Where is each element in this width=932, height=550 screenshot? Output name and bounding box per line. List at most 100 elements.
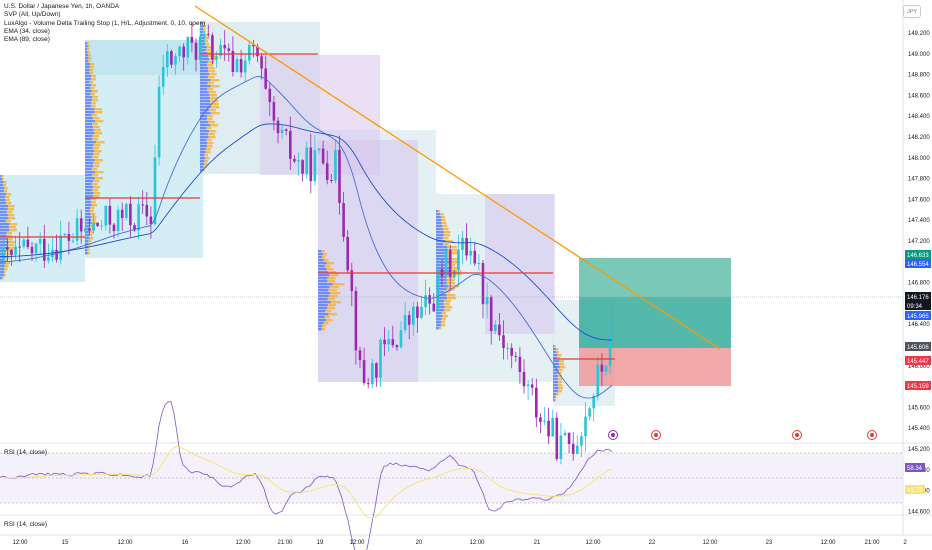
- volume-profile-bar: [444, 306, 453, 309]
- volume-profile-bar: [436, 276, 447, 279]
- luxalgo-indicator-label[interactable]: LuxAlgo - Volume Delta Trailing Stop (1,…: [4, 19, 206, 27]
- volume-profile-bar: [0, 205, 9, 208]
- volume-profile-bar: [200, 133, 209, 136]
- rsi-pane-1-title[interactable]: RSI (14, close): [4, 449, 47, 456]
- volume-profile-bar: [87, 51, 90, 54]
- volume-profile-bar: [318, 268, 327, 271]
- us-flag-icon[interactable]: [651, 430, 661, 440]
- volume-profile-bar: [206, 118, 213, 121]
- price-tick-label: 148.400: [908, 114, 930, 120]
- ema89-indicator-label[interactable]: EMA (89, close): [4, 36, 50, 44]
- svp-indicator-label[interactable]: SVP (All, Up/Down): [4, 11, 61, 19]
- candle-body: [465, 237, 468, 256]
- volume-profile-bar: [200, 169, 203, 172]
- volume-profile-bar: [85, 69, 90, 72]
- rsi-pane-2-title[interactable]: RSI (14, close): [4, 521, 47, 528]
- volume-profile-bar: [5, 199, 11, 202]
- candle-body: [346, 236, 349, 271]
- volume-profile-bar: [85, 213, 91, 216]
- volume-profile-bar: [323, 253, 328, 256]
- currency-badge[interactable]: JPY: [903, 5, 921, 18]
- volume-profile-bar: [318, 295, 329, 298]
- rsi-value-text: 41.73: [907, 488, 923, 494]
- volume-profile-bar: [4, 265, 9, 268]
- volume-profile-bar: [200, 163, 205, 166]
- volume-profile-bar: [85, 129, 94, 132]
- volume-profile-bar: [0, 196, 6, 199]
- volume-profile-bar: [3, 184, 7, 187]
- volume-profile-bar: [318, 256, 323, 259]
- alert-icon[interactable]: [792, 430, 802, 440]
- overlay-layer: [0, 5, 903, 550]
- volume-profile-bar: [5, 262, 11, 265]
- volume-profile-bar: [209, 97, 218, 100]
- candle-body: [366, 382, 370, 385]
- candle-body: [551, 417, 554, 437]
- volume-profile-bar: [327, 280, 336, 283]
- candle-body: [22, 239, 26, 247]
- time-tick-label: 15: [62, 540, 69, 546]
- volume-profile-bar: [6, 193, 12, 196]
- volume-profile-bar: [327, 277, 336, 280]
- volume-profile-bar: [556, 393, 559, 396]
- volume-profile-bar: [321, 250, 325, 253]
- volume-profile-bar: [8, 241, 16, 244]
- ema34-indicator-label[interactable]: EMA (34, close): [4, 27, 50, 35]
- volume-profile-bar: [444, 300, 451, 303]
- price-tick-label: 149.000: [908, 52, 930, 58]
- volume-profile-bar: [208, 133, 215, 136]
- volume-profile-bar: [446, 279, 455, 282]
- volume-profile-bar: [436, 216, 441, 219]
- candle-body: [71, 240, 75, 242]
- volume-profile-bar: [85, 207, 91, 210]
- volume-profile-bar: [5, 196, 10, 199]
- price-tag-text: 145.606: [907, 345, 929, 351]
- volume-profile-bar: [92, 174, 99, 177]
- volume-profile-bar: [200, 28, 204, 31]
- volume-profile-bar: [436, 246, 448, 249]
- candle-body: [539, 417, 542, 422]
- volume-profile-bar: [206, 127, 212, 130]
- price-tag: [905, 301, 931, 310]
- candle-body: [239, 59, 243, 73]
- volume-profile-bar: [559, 363, 565, 366]
- volume-profile-bar: [558, 369, 563, 372]
- ema89-line: [0, 123, 612, 341]
- volume-profile-bar: [92, 135, 100, 138]
- symbol-title[interactable]: U.S. Dollar / Japanese Yen, 1h, OANDA: [4, 3, 120, 10]
- volume-profile-bar: [9, 229, 18, 232]
- volume-profile-bar: [318, 313, 329, 316]
- candle-body: [157, 86, 161, 158]
- volume-profile-bar: [94, 150, 102, 153]
- time-tick-label: 12:00: [12, 540, 28, 546]
- volume-profile-bar: [446, 282, 456, 285]
- volume-profile-bar: [85, 132, 95, 135]
- volume-profile-bar: [85, 120, 96, 123]
- volume-profile-bar: [95, 120, 104, 123]
- candle-body: [6, 247, 9, 250]
- volume-profile-bar: [0, 232, 7, 235]
- volume-profile-bar: [200, 37, 206, 40]
- volume-profile-bar: [85, 102, 92, 105]
- volume-profile-bar: [205, 43, 210, 46]
- us-flag-icon[interactable]: [867, 430, 877, 440]
- volume-profile-bar: [89, 228, 94, 231]
- lightning-icon[interactable]: [608, 430, 618, 440]
- volume-profile-bar: [85, 51, 88, 54]
- volume-profile-bar: [88, 60, 91, 63]
- volume-profile-bar: [553, 372, 558, 375]
- volume-profile-bar: [210, 106, 220, 109]
- candle-body: [231, 50, 235, 72]
- volume-profile-bar: [208, 67, 215, 70]
- volume-profile-bar: [91, 102, 97, 105]
- volume-profile-bar: [203, 25, 207, 28]
- volume-profile-bar: [200, 34, 204, 37]
- volume-profile-bar: [87, 252, 91, 255]
- candle-body: [383, 339, 386, 345]
- price-tick-label: 148.800: [908, 73, 930, 79]
- candle-body: [272, 102, 276, 121]
- volume-profile-bar: [85, 162, 94, 165]
- volume-profile-bar: [2, 178, 4, 181]
- volume-profile-bar: [85, 123, 93, 126]
